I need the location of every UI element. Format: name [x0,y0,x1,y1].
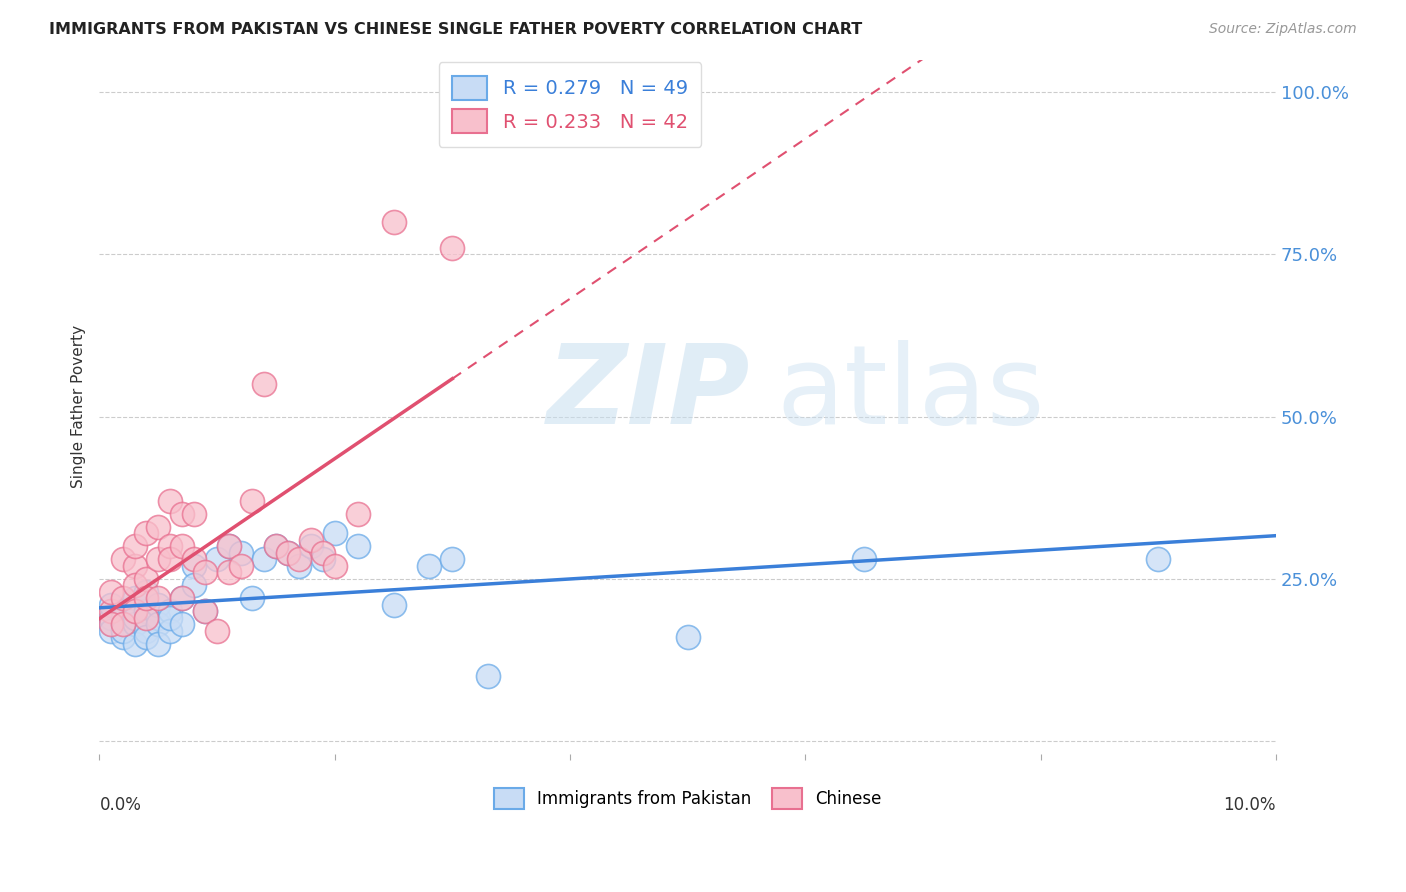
Point [194,604,217,618]
Point [194,566,217,580]
Point [477,669,499,683]
Point [100,598,122,612]
Point [676,631,699,645]
Point [135,572,157,586]
Point [299,540,322,554]
Point [253,552,276,566]
Point [229,546,252,560]
Point [183,558,205,573]
Point [264,540,287,554]
Point [124,578,146,592]
Point [135,591,157,606]
Point [312,552,335,566]
Legend: Immigrants from Pakistan, Chinese: Immigrants from Pakistan, Chinese [488,781,889,815]
Point [323,526,346,541]
Point [205,552,228,566]
Point [288,558,311,573]
Point [135,585,157,599]
Point [194,604,217,618]
Point [853,552,876,566]
Point [135,631,157,645]
Point [111,631,134,645]
Point [183,552,205,566]
Text: Source: ZipAtlas.com: Source: ZipAtlas.com [1209,22,1357,37]
Point [148,591,170,606]
Point [111,624,134,638]
Point [170,591,193,606]
Point [277,546,299,560]
Point [382,598,405,612]
Point [100,617,122,632]
Point [148,637,170,651]
Point [170,507,193,521]
Point [183,578,205,592]
Point [183,507,205,521]
Text: atlas: atlas [776,340,1045,447]
Point [170,540,193,554]
Point [148,520,170,534]
Point [135,611,157,625]
Point [218,566,240,580]
Point [100,585,122,599]
Point [111,604,134,618]
Point [124,591,146,606]
Text: IMMIGRANTS FROM PAKISTAN VS CHINESE SINGLE FATHER POVERTY CORRELATION CHART: IMMIGRANTS FROM PAKISTAN VS CHINESE SING… [49,22,862,37]
Text: ZIP: ZIP [547,340,749,447]
Text: 0.0%: 0.0% [100,796,142,814]
Point [148,552,170,566]
Point [135,624,157,638]
Point [148,611,170,625]
Point [418,558,440,573]
Point [159,624,181,638]
Point [323,558,346,573]
Point [100,604,122,618]
Point [100,611,122,625]
Point [205,624,228,638]
Point [170,617,193,632]
Point [218,540,240,554]
Point [124,540,146,554]
Point [100,624,122,638]
Point [111,611,134,625]
Point [159,540,181,554]
Text: 10.0%: 10.0% [1223,796,1277,814]
Point [159,604,181,618]
Point [264,540,287,554]
Point [242,494,264,508]
Point [111,591,134,606]
Point [124,558,146,573]
Point [100,617,122,632]
Point [441,552,464,566]
Point [242,591,264,606]
Point [312,546,335,560]
Point [124,611,146,625]
Point [111,617,134,632]
Point [277,546,299,560]
Point [1147,552,1170,566]
Point [347,540,370,554]
Point [347,507,370,521]
Point [124,617,146,632]
Point [135,604,157,618]
Point [441,241,464,255]
Point [218,540,240,554]
Point [124,604,146,618]
Point [111,552,134,566]
Point [170,591,193,606]
Point [159,611,181,625]
Point [229,558,252,573]
Point [288,552,311,566]
Point [253,377,276,392]
Point [135,526,157,541]
Point [148,598,170,612]
Point [159,552,181,566]
Y-axis label: Single Father Poverty: Single Father Poverty [72,326,86,489]
Point [299,533,322,547]
Point [159,494,181,508]
Point [382,215,405,229]
Point [111,617,134,632]
Point [148,617,170,632]
Point [124,598,146,612]
Point [124,637,146,651]
